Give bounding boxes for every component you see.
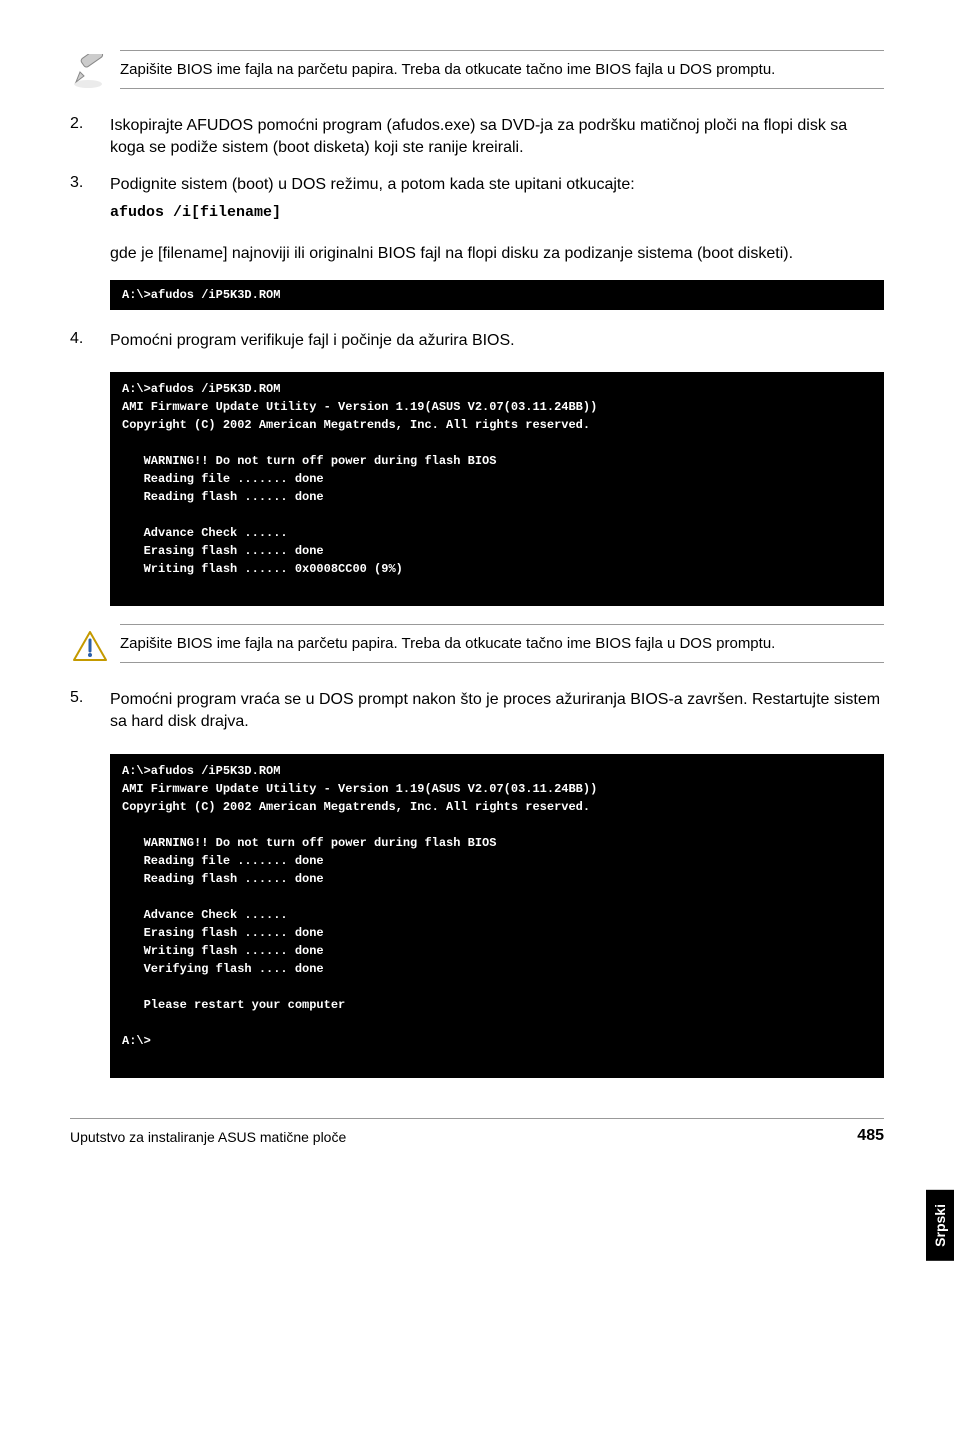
step-3-after: gde je [filename] najnoviji ili original… <box>110 243 884 265</box>
language-tab: Srpski <box>926 1190 954 1261</box>
note-block-2: Zapišite BIOS ime fajla na parčetu papir… <box>70 624 884 669</box>
step-2: 2. Iskopirajte AFUDOS pomoćni program (a… <box>70 115 884 160</box>
step-5: 5. Pomoćni program vraća se u DOS prompt… <box>70 689 884 734</box>
terminal-1: A:\>afudos /iP5K3D.ROM <box>110 280 884 310</box>
step-body: Podignite sistem (boot) u DOS režimu, a … <box>110 174 884 223</box>
step-number: 5. <box>70 689 110 734</box>
step-3-command: afudos /i[filename] <box>110 202 884 223</box>
step-body: Iskopirajte AFUDOS pomoćni program (afud… <box>110 115 884 160</box>
page-footer: Uputstvo za instaliranje ASUS matične pl… <box>70 1118 884 1145</box>
step-number: 4. <box>70 330 110 352</box>
pencil-icon <box>70 50 120 95</box>
step-number: 3. <box>70 174 110 223</box>
step-3-text: Podignite sistem (boot) u DOS režimu, a … <box>110 176 635 193</box>
step-3: 3. Podignite sistem (boot) u DOS režimu,… <box>70 174 884 223</box>
note-block-1: Zapišite BIOS ime fajla na parčetu papir… <box>70 50 884 95</box>
terminal-2: A:\>afudos /iP5K3D.ROM AMI Firmware Upda… <box>110 372 884 606</box>
footer-page-number: 485 <box>857 1127 884 1145</box>
warning-icon <box>70 624 120 669</box>
footer-left: Uputstvo za instaliranje ASUS matične pl… <box>70 1129 346 1145</box>
note-text-1: Zapišite BIOS ime fajla na parčetu papir… <box>120 50 884 89</box>
step-body: Pomoćni program vraća se u DOS prompt na… <box>110 689 884 734</box>
step-number: 2. <box>70 115 110 160</box>
step-body: Pomoćni program verifikuje fajl i počinj… <box>110 330 884 352</box>
terminal-3: A:\>afudos /iP5K3D.ROM AMI Firmware Upda… <box>110 754 884 1078</box>
note-text-2: Zapišite BIOS ime fajla na parčetu papir… <box>120 624 884 663</box>
step-4: 4. Pomoćni program verifikuje fajl i poč… <box>70 330 884 352</box>
